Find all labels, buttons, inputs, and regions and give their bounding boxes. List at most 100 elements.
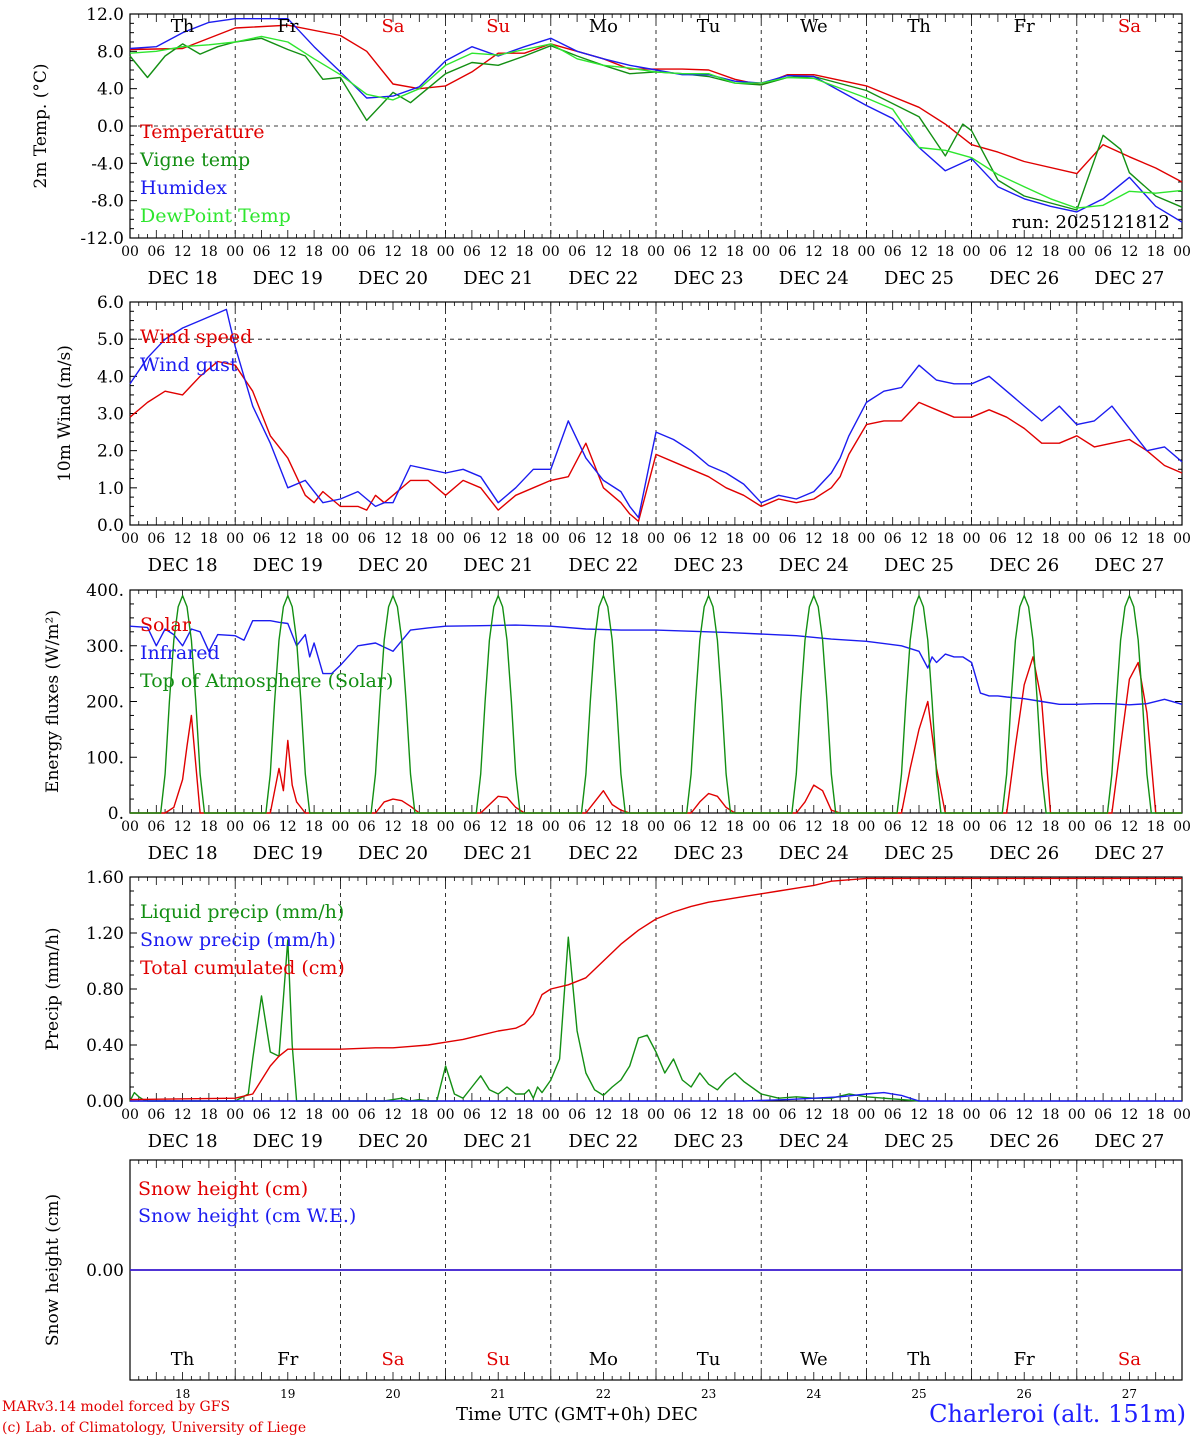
hour-label: 00: [542, 1107, 560, 1123]
hour-label: 12: [1015, 819, 1033, 835]
hour-label: 18: [200, 531, 218, 547]
y-tick-label: -4.0: [91, 154, 124, 174]
series-temperature: [129, 24, 1183, 183]
y-axis-title: 10m Wind (m/s): [55, 345, 75, 482]
hour-label: 00: [1173, 819, 1191, 835]
hour-label: 06: [568, 244, 586, 260]
date-label: DEC 24: [779, 1131, 849, 1152]
hour-label: 06: [989, 819, 1007, 835]
date-label: DEC 18: [148, 843, 218, 864]
hour-label: 06: [1094, 819, 1112, 835]
station-name: Charleroi (alt. 151m): [929, 1400, 1186, 1428]
day-number: 20: [385, 1387, 400, 1401]
weekday-label: Th: [907, 1349, 931, 1370]
hour-label: 00: [647, 244, 665, 260]
hour-label: 12: [279, 244, 297, 260]
hour-label: 00: [542, 244, 560, 260]
hour-label: 18: [305, 1107, 323, 1123]
hour-label: 00: [121, 819, 139, 835]
legend-snow-height-cm-w-e: Snow height (cm W.E.): [138, 1205, 356, 1227]
hour-label: 00: [331, 531, 349, 547]
legend-liquid-precip-mm-h: Liquid precip (mm/h): [140, 901, 344, 923]
hour-label: 12: [594, 531, 612, 547]
weekday-label: Tu: [697, 1349, 721, 1370]
day-number: 22: [596, 1387, 611, 1401]
legend-temperature: Temperature: [140, 121, 264, 143]
weekday-label: Th: [171, 16, 195, 37]
date-label: DEC 20: [358, 555, 428, 576]
hour-label: 18: [1147, 531, 1165, 547]
hour-label: 06: [253, 1107, 271, 1123]
series-snow-precip-mm-h: [130, 1091, 1182, 1102]
hour-label: 12: [700, 531, 718, 547]
date-label: DEC 25: [884, 1131, 954, 1152]
hour-label: 06: [253, 244, 271, 260]
legend-wind-gust: Wind gust: [140, 354, 238, 376]
hour-label: 12: [700, 819, 718, 835]
weekday-label: Su: [486, 16, 510, 37]
hour-label: 00: [226, 531, 244, 547]
hour-label: 18: [621, 1107, 639, 1123]
hour-label: 18: [726, 531, 744, 547]
hour-label: 06: [884, 531, 902, 547]
y-axis-title: Precip (mm/h): [43, 927, 63, 1050]
credit-model: MARv3.14 model forced by GFS: [2, 1399, 231, 1415]
date-label: DEC 19: [253, 555, 323, 576]
y-tick-label: 2.0: [97, 442, 124, 462]
hour-label: 06: [673, 1107, 691, 1123]
hour-label: 18: [516, 819, 534, 835]
hour-label: 00: [331, 244, 349, 260]
date-label: DEC 21: [463, 268, 533, 289]
hour-label: 06: [358, 819, 376, 835]
hour-label: 12: [384, 244, 402, 260]
hour-label: 06: [147, 1107, 165, 1123]
date-label: DEC 24: [779, 555, 849, 576]
day-number: 23: [701, 1387, 716, 1401]
hour-label: 12: [594, 244, 612, 260]
hour-label: 12: [279, 819, 297, 835]
hour-label: 00: [963, 531, 981, 547]
hour-label: 18: [936, 819, 954, 835]
hour-label: 12: [1120, 819, 1138, 835]
hour-label: 00: [752, 244, 770, 260]
hour-label: 06: [989, 244, 1007, 260]
hour-label: 18: [1147, 244, 1165, 260]
hour-label: 06: [463, 244, 481, 260]
series-wind-gust: [129, 308, 1183, 519]
hour-label: 00: [647, 1107, 665, 1123]
weekday-label: Mo: [589, 1349, 618, 1370]
hour-label: 18: [305, 244, 323, 260]
hour-label: 12: [279, 1107, 297, 1123]
hour-label: 12: [910, 1107, 928, 1123]
hour-label: 18: [831, 1107, 849, 1123]
y-axis-title: 2m Temp. (°C): [31, 63, 51, 188]
date-label: DEC 20: [358, 1131, 428, 1152]
panel-1: 12.0 8.0 4.0 0.0 -4.0 -8.0 -12.0 2m Temp. (°C) T…: [31, 5, 1191, 289]
date-label: DEC 27: [1094, 1131, 1164, 1152]
hour-label: 06: [673, 244, 691, 260]
hour-label: 00: [1068, 819, 1086, 835]
hour-label: 18: [936, 531, 954, 547]
date-label: DEC 23: [674, 1131, 744, 1152]
hour-label: 06: [463, 819, 481, 835]
hour-label: 12: [1015, 244, 1033, 260]
y-tick-label: 0.00: [86, 1092, 124, 1112]
date-label: DEC 18: [148, 268, 218, 289]
hour-label: 18: [410, 244, 428, 260]
hour-label: 18: [1042, 1107, 1060, 1123]
hour-label: 18: [1042, 531, 1060, 547]
hour-label: 00: [542, 819, 560, 835]
hour-label: 00: [226, 244, 244, 260]
day-number: 27: [1122, 1387, 1137, 1401]
legend-infrared: Infrared: [140, 642, 220, 664]
hour-label: 00: [963, 244, 981, 260]
y-tick-label: 6.0: [97, 293, 124, 313]
panel-4: 1.60 1.20 0.80 0.40 0.00 Precip (mm/h) Liquid …: [43, 868, 1191, 1152]
date-label: DEC 26: [989, 268, 1059, 289]
hour-label: 06: [884, 244, 902, 260]
weekday-label: Sa: [381, 1349, 404, 1370]
hour-label: 06: [1094, 531, 1112, 547]
series-humidex: [129, 18, 1183, 223]
date-label: DEC 24: [779, 268, 849, 289]
